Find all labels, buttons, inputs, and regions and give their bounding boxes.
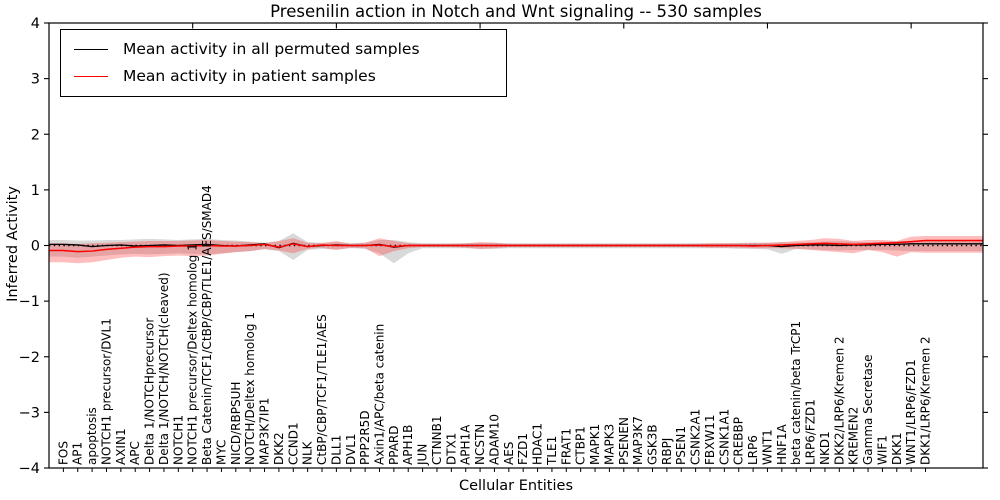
x-category-label: DVL1 bbox=[344, 433, 358, 465]
legend-item: Mean activity in patient samples bbox=[74, 66, 506, 85]
legend-label: Mean activity in all permuted samples bbox=[123, 40, 420, 59]
x-category-label: NKD1 bbox=[818, 431, 832, 465]
x-category-label: Delta 1/NOTCHprecursor bbox=[143, 318, 157, 465]
y-tick-label: −3 bbox=[19, 405, 40, 421]
patient-mean-line bbox=[49, 239, 983, 253]
x-category-label: HNF1A bbox=[775, 423, 789, 465]
x-category-label: DTX1 bbox=[444, 433, 458, 465]
y-tick-label: 2 bbox=[31, 127, 40, 143]
x-category-label: beta catenin/beta TrCP1 bbox=[789, 321, 803, 465]
y-tick-label: 4 bbox=[31, 16, 40, 32]
x-category-label: ADAM10 bbox=[487, 414, 501, 465]
x-category-label: CSNK1A1 bbox=[717, 409, 731, 465]
x-category-label: LRP6/FZD1 bbox=[804, 399, 818, 465]
x-category-label: Delta 1/NOTCH/NOTCH(cleaved) bbox=[157, 272, 171, 465]
permuted-range-band bbox=[49, 233, 983, 264]
x-category-label: PPARD bbox=[387, 426, 401, 466]
x-category-label: Gamma Secretase bbox=[861, 354, 875, 465]
x-category-label: JUN bbox=[416, 444, 430, 466]
x-category-label: AP1 bbox=[71, 442, 85, 465]
x-category-label: PPP2R5D bbox=[358, 410, 372, 465]
legend-line-swatch bbox=[74, 49, 108, 51]
y-tick-label: −2 bbox=[19, 350, 40, 366]
x-category-label: DKK1 bbox=[890, 432, 904, 465]
x-category-label: CTBP1 bbox=[574, 426, 588, 465]
x-category-label: MAP3K7IP1 bbox=[258, 398, 272, 465]
x-category-label: NLK bbox=[301, 440, 315, 465]
patient-range-band bbox=[49, 236, 983, 264]
x-category-label: NCSTN bbox=[473, 424, 487, 465]
y-tick-label: −4 bbox=[19, 461, 40, 477]
x-category-label: FBXW11 bbox=[703, 415, 717, 466]
x-category-label: PSEN1 bbox=[674, 426, 688, 465]
legend-line-swatch bbox=[74, 75, 108, 77]
chart-title: Presenilin action in Notch and Wnt signa… bbox=[270, 2, 762, 21]
x-category-label: NOTCH1 bbox=[171, 415, 185, 465]
x-category-label: NOTCH1 precursor/DVL1 bbox=[99, 318, 113, 465]
x-category-label: HDAC1 bbox=[531, 423, 545, 465]
x-category-label: Axin1/APC/beta catenin bbox=[372, 324, 386, 465]
x-category-label: PSENEN bbox=[617, 417, 631, 465]
x-category-label: LRP6 bbox=[746, 435, 760, 465]
x-category-label: CREBBP bbox=[732, 417, 746, 465]
y-tick-label: 1 bbox=[31, 183, 40, 199]
x-category-label: FOS bbox=[56, 441, 70, 465]
y-tick-label: 0 bbox=[31, 239, 40, 255]
x-axis-title: Cellular Entities bbox=[458, 478, 574, 494]
x-category-label: APH1B bbox=[401, 425, 415, 465]
x-category-label: GSK3B bbox=[646, 424, 660, 465]
x-category-label: CSNK2A1 bbox=[689, 409, 703, 465]
x-category-label: APC bbox=[128, 441, 142, 465]
legend-item: Mean activity in all permuted samples bbox=[74, 41, 506, 58]
x-category-label: CtBP/CBP/TCF1/TLE1/AES bbox=[315, 314, 329, 465]
x-category-label: APH1A bbox=[459, 424, 473, 465]
x-category-label: FRAT1 bbox=[559, 428, 573, 465]
x-category-label: NOTCH/Deltex homolog 1 bbox=[243, 312, 257, 465]
x-category-label: MAP3K7 bbox=[631, 416, 645, 465]
legend: Mean activity in all permuted samples Mea… bbox=[60, 29, 507, 97]
x-category-label: WNT1 bbox=[760, 429, 774, 465]
x-category-label: DKK1/LRP6/Kremen 2 bbox=[919, 336, 933, 465]
x-category-label: CTNNB1 bbox=[430, 415, 444, 465]
x-category-label: DKK2 bbox=[272, 432, 286, 465]
x-category-label: NOTCH1 precursor/Deltex homolog 1 bbox=[186, 243, 200, 465]
x-category-label: WIF1 bbox=[875, 435, 889, 465]
y-tick-label: 3 bbox=[31, 72, 40, 88]
x-category-label: RBPJ bbox=[660, 438, 674, 465]
x-category-label: WNT1/LRP6/FZD1 bbox=[904, 359, 918, 465]
x-category-label: DLL1 bbox=[329, 435, 343, 465]
x-category-label: FZD1 bbox=[516, 433, 530, 465]
x-category-label: DKK2/LRP6/Kremen 2 bbox=[832, 336, 846, 465]
x-category-label: MAPK1 bbox=[588, 424, 602, 465]
x-category-label: TLE1 bbox=[545, 436, 559, 466]
y-tick-label: −1 bbox=[19, 294, 40, 310]
legend-label: Mean activity in patient samples bbox=[123, 66, 376, 85]
x-category-label: KREMEN2 bbox=[847, 407, 861, 465]
y-axis-title: Inferred Activity bbox=[5, 186, 21, 302]
x-category-label: MYC bbox=[214, 440, 228, 465]
x-category-label: NICD/RBPSUH bbox=[229, 382, 243, 465]
x-category-label: AES bbox=[502, 442, 516, 465]
x-category-label: apoptosis bbox=[85, 407, 99, 465]
x-category-label: Beta Catenin/TCF1/CtBP/CBP/TLE1/AES/SMAD… bbox=[200, 185, 214, 465]
x-category-label: CCND1 bbox=[286, 422, 300, 465]
x-category-label: MAPK3 bbox=[602, 424, 616, 465]
x-category-label: AXIN1 bbox=[114, 428, 128, 465]
